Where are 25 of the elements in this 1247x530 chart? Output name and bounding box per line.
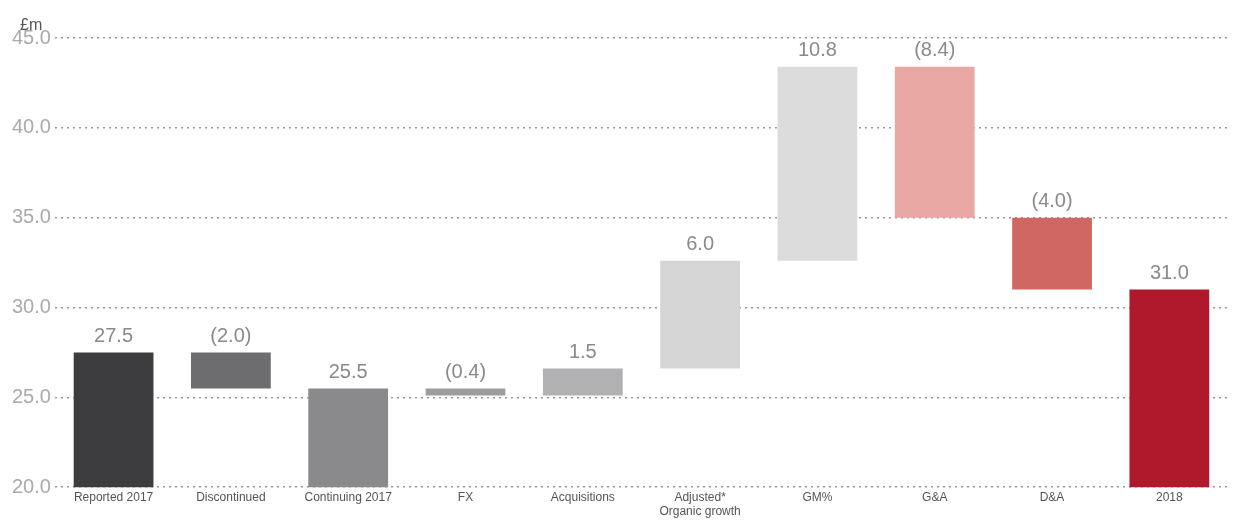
data-label: (8.4) bbox=[914, 38, 956, 61]
x-tick-label: G&A bbox=[922, 489, 948, 504]
y-tick-label: 20.0 bbox=[11, 474, 51, 497]
data-label: 31.0 bbox=[1149, 261, 1189, 284]
x-tick-label: Continuing 2017 bbox=[304, 489, 393, 504]
y-tick-label: 40.0 bbox=[11, 115, 51, 138]
y-tick-label: 25.0 bbox=[11, 384, 51, 407]
data-label: 6.0 bbox=[686, 232, 715, 255]
data-label: 10.8 bbox=[797, 38, 837, 61]
y-tick-label: 35.0 bbox=[11, 205, 51, 228]
x-tick-label: Reported 2017 bbox=[73, 489, 154, 504]
x-tick-label: D&A bbox=[1039, 489, 1065, 504]
data-label: 25.5 bbox=[328, 359, 368, 382]
data-label: (4.0) bbox=[1031, 189, 1073, 212]
x-tick-label: 2018 bbox=[1155, 489, 1184, 504]
data-label: (2.0) bbox=[210, 323, 252, 346]
x-tick-label: Acquisitions bbox=[550, 489, 615, 504]
data-label: 1.5 bbox=[568, 340, 597, 363]
x-tick-label: FX bbox=[457, 489, 474, 504]
x-tick-label: GM% bbox=[802, 489, 833, 504]
x-tick-label: Adjusted* Organic growth bbox=[659, 489, 741, 519]
data-label: (0.4) bbox=[444, 359, 487, 382]
y-tick-label: 30.0 bbox=[11, 295, 51, 318]
x-tick-label: Discontinued bbox=[196, 489, 266, 504]
data-label: 27.5 bbox=[94, 323, 134, 346]
